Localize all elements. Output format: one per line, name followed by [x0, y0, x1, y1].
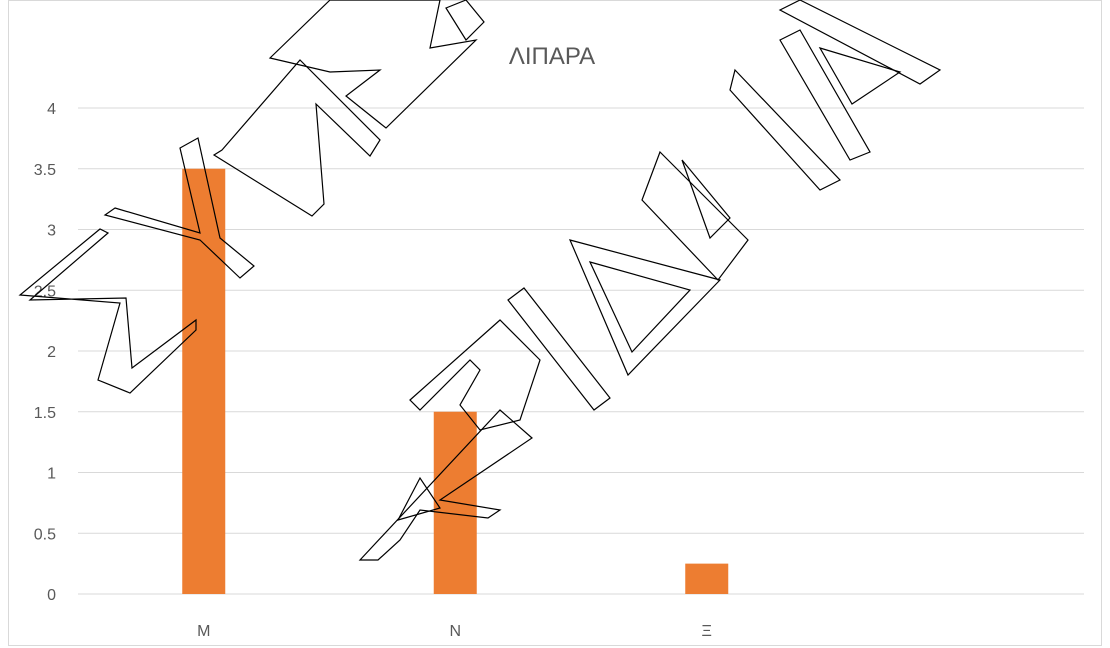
watermark-letter [818, 46, 902, 105]
bar-3 [685, 563, 729, 594]
watermark-letter [212, 59, 381, 217]
x-category-label: Ξ [702, 623, 712, 640]
watermark-letter [641, 150, 749, 281]
watermark-letter [18, 228, 197, 394]
watermark-letter [568, 239, 722, 377]
y-tick-label: 3 [47, 223, 56, 240]
watermark-letter [507, 287, 611, 411]
watermark-letter [268, 0, 478, 129]
y-tick-label: 1 [47, 466, 56, 483]
y-tick-label: 3.5 [34, 162, 56, 179]
y-axis-tick-labels: 00.511.522.533.54 [34, 101, 56, 604]
watermark-letter [729, 68, 841, 191]
watermark-letter [445, 0, 485, 41]
watermark-letter [409, 319, 541, 431]
x-axis-category-labels: Μ Ν Ξ [197, 623, 712, 640]
x-category-label: Μ [197, 623, 210, 640]
x-category-label: Ν [449, 623, 461, 640]
y-tick-label: 2 [47, 344, 56, 361]
y-tick-label: 0.5 [34, 526, 56, 543]
watermark-letter [779, 29, 871, 161]
watermark-letter [778, 0, 942, 85]
watermark-letter [103, 137, 255, 279]
watermark-letter [588, 261, 692, 354]
gridlines [78, 107, 1084, 595]
y-tick-label: 0 [47, 587, 56, 604]
watermark-letter [681, 159, 731, 240]
y-tick-label: 1.5 [34, 405, 56, 422]
watermark [18, 0, 942, 561]
watermark-letter [396, 476, 441, 521]
watermark-letter [358, 409, 533, 561]
bars [182, 168, 729, 594]
chart-title: ΛΙΠΑΡΑ [509, 43, 595, 70]
y-tick-label: 4 [47, 101, 56, 118]
bar-1 [182, 168, 226, 594]
